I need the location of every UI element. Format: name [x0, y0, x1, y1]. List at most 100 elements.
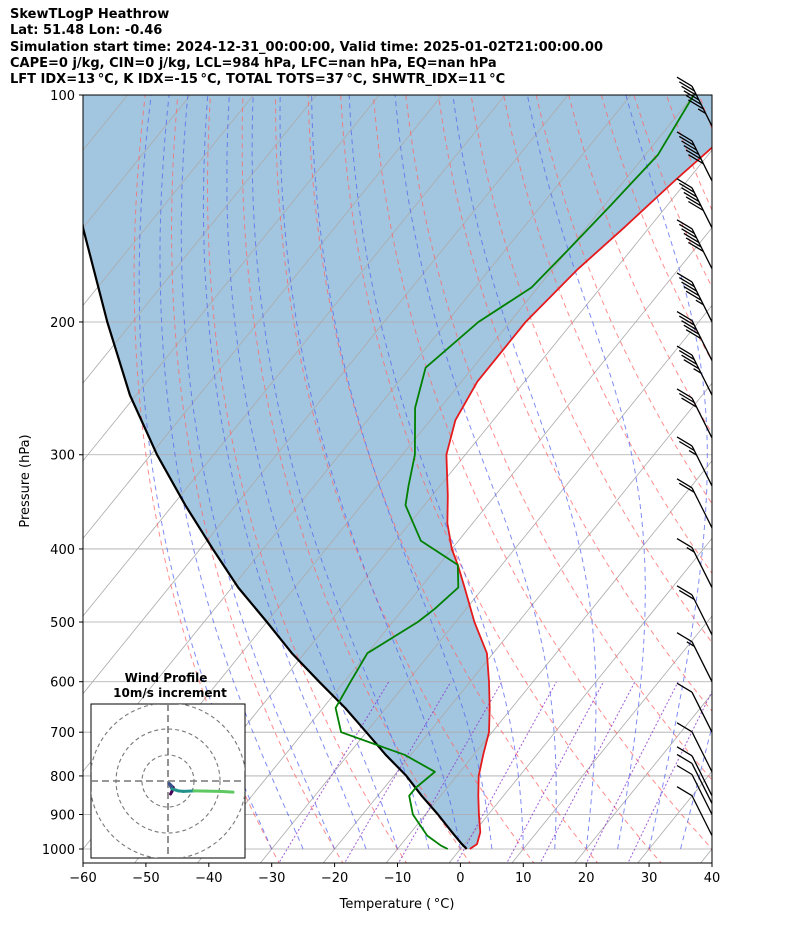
isotherm-line: [196, 227, 712, 863]
wind-barb-feather: [676, 131, 693, 142]
wind-barb-feather: [678, 589, 695, 600]
dewpoint-line: [334, 95, 695, 850]
dry-adiabat: [535, 95, 712, 505]
y-tick-label: 100: [50, 89, 75, 104]
wind-barb-feather: [681, 140, 697, 151]
hodograph-trace-segment: [182, 789, 196, 793]
wind-barb-feather: [676, 753, 693, 764]
wind-barb: [676, 682, 713, 733]
wind-barb-half-feather: [693, 368, 702, 374]
temperature-line: [445, 146, 712, 850]
mixing-ratio-line: [397, 681, 503, 863]
wind-barb-feather: [676, 632, 693, 643]
dry-adiabat: [340, 95, 662, 863]
isotherm-line: [83, 95, 317, 384]
wind-barb: [676, 478, 713, 529]
wind-barb-feather: [685, 149, 702, 160]
wind-barb-feather: [681, 228, 697, 239]
wind-barb: [676, 310, 713, 361]
hodograph-plot: [91, 704, 245, 858]
wind-barb-feather: [681, 320, 697, 331]
x-tick-label: 10: [515, 871, 532, 886]
wind-barb-staff: [691, 547, 713, 588]
dry-adiabat: [170, 95, 344, 863]
x-axis-label: Temperature ( °C): [339, 897, 455, 912]
x-tick-label: −60: [69, 871, 96, 886]
y-tick-label: 400: [50, 543, 75, 558]
wind-barb-half-feather: [686, 547, 695, 553]
moist-adiabat: [348, 95, 524, 849]
dry-adiabat: [666, 95, 712, 212]
wind-barb-feather: [676, 722, 693, 733]
isotherm-line: [83, 95, 191, 229]
wind-barb-staff: [691, 594, 713, 636]
wind-barb-feather: [681, 187, 697, 198]
hodograph-title: Wind Profile: [125, 671, 208, 685]
y-tick-label: 800: [50, 770, 75, 785]
x-tick-label: 0: [456, 871, 464, 886]
wind-barb-staff: [691, 445, 713, 487]
moist-adiabat: [251, 95, 430, 850]
wind-barb-feather: [678, 350, 695, 361]
wind-barb-feather: [676, 76, 693, 87]
wind-barb-feather: [688, 99, 704, 110]
wind-barb-feather: [676, 388, 693, 399]
y-axis-label: Pressure (hPa): [18, 434, 33, 527]
wind-barb-feather: [678, 182, 695, 193]
mixing-ratio-line: [278, 681, 390, 863]
cape-cin-shading: [83, 95, 712, 849]
wind-barb-staff: [691, 281, 713, 323]
y-tick-label: 600: [50, 676, 75, 691]
isotherm-line: [574, 693, 712, 863]
axes: −60 −50 −40 −30 −20 −10 0 10 20 30 40 1000 900 800 700…: [42, 89, 720, 886]
wind-barb-feather: [676, 272, 693, 283]
moist-adiabat: [159, 95, 304, 850]
y-tick-label: 300: [50, 449, 75, 464]
wind-barb-half-feather: [686, 641, 695, 647]
x-tick-label: −30: [258, 871, 285, 886]
isotherm-line: [637, 770, 712, 863]
wind-barb-feather: [676, 310, 693, 322]
moist-adiabat: [138, 95, 273, 850]
y-tick-label: 500: [50, 616, 75, 631]
wind-barb-feather: [676, 178, 693, 189]
wind-barb-staff: [691, 774, 713, 815]
wind-barb-feather: [681, 281, 697, 292]
wind-barb-staff: [691, 320, 713, 361]
wind-barb-staff: [691, 731, 713, 773]
moist-adiabat: [202, 95, 367, 850]
wind-barb-staff: [691, 228, 713, 270]
y-tick-label: 900: [50, 808, 75, 823]
moist-adiabat: [180, 95, 336, 850]
isotherm-line: [762, 95, 794, 865]
wind-barb-feather: [681, 397, 697, 408]
wind-barb-staff: [691, 187, 713, 229]
wind-barb-feather: [676, 786, 693, 797]
wind-barb-feather: [681, 85, 697, 96]
wind-barb-staff: [691, 763, 713, 804]
isotherm-line: [700, 848, 712, 863]
x-tick-label: 20: [578, 871, 595, 886]
x-tick-label: 30: [641, 871, 658, 886]
mixing-ratio-line: [585, 681, 679, 863]
isotherm-line: [83, 95, 506, 617]
wind-barb: [676, 388, 713, 439]
wind-barb-staff: [691, 140, 713, 182]
wind-barb-feather: [685, 329, 702, 340]
wind-barb: [676, 585, 713, 636]
wind-barb: [676, 272, 713, 323]
wind-barb: [676, 764, 713, 815]
stability-label: LFT IDX=13 °C, K IDX=-15 °C, TOTAL TOTS=…: [10, 72, 506, 88]
moist-adiabat: [394, 95, 557, 849]
wind-barb-staff: [691, 795, 713, 836]
wind-barb-feather: [676, 682, 693, 693]
isotherm-line: [83, 95, 254, 307]
dry-adiabat: [275, 95, 535, 863]
y-tick-label: 200: [50, 316, 75, 331]
moist-adiabat: [279, 95, 461, 850]
isotherm-line: [83, 95, 443, 540]
hodograph-subtitle: 10m/s increment: [113, 686, 227, 700]
wind-barb-feather: [685, 290, 702, 301]
wind-barb-feather: [683, 144, 700, 156]
